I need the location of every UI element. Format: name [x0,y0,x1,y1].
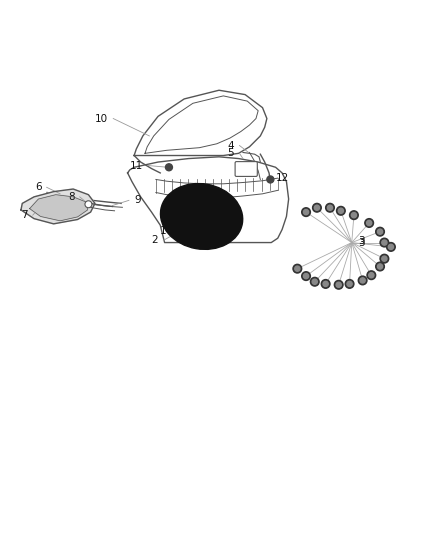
Circle shape [345,279,354,288]
Circle shape [304,209,309,215]
Circle shape [382,256,387,261]
Circle shape [336,206,345,215]
Circle shape [378,229,383,235]
Text: 3: 3 [358,238,365,247]
Text: 2: 2 [152,236,158,245]
Circle shape [321,279,330,288]
Circle shape [360,278,365,283]
Text: 9: 9 [134,196,141,205]
Circle shape [312,279,318,284]
Circle shape [336,282,341,287]
Circle shape [293,264,302,273]
Circle shape [311,277,319,286]
FancyBboxPatch shape [235,161,257,176]
Text: 7: 7 [21,210,28,220]
Circle shape [358,276,367,285]
Circle shape [376,262,385,271]
Circle shape [295,266,300,271]
Text: 12: 12 [276,173,289,183]
Circle shape [313,204,321,212]
Circle shape [314,205,320,211]
Circle shape [351,213,357,218]
Text: 4: 4 [228,141,234,150]
Text: 11: 11 [130,160,143,171]
Circle shape [350,211,358,220]
Circle shape [367,220,372,225]
Circle shape [382,240,387,245]
Text: 8: 8 [68,192,74,202]
Circle shape [323,281,328,287]
Circle shape [327,205,332,211]
Circle shape [369,272,374,278]
Text: 1: 1 [160,226,167,236]
Text: 3: 3 [358,236,365,246]
Polygon shape [21,189,95,224]
Polygon shape [30,195,88,221]
Circle shape [304,273,309,279]
Circle shape [302,272,311,280]
Circle shape [334,280,343,289]
Circle shape [166,164,173,171]
Circle shape [347,281,352,287]
Circle shape [387,243,395,251]
Circle shape [389,244,393,249]
Circle shape [365,219,374,228]
Circle shape [85,201,92,208]
Circle shape [267,176,274,183]
Ellipse shape [160,183,243,249]
Circle shape [380,238,389,247]
Circle shape [376,228,385,236]
Text: 5: 5 [228,148,234,158]
Circle shape [338,208,343,213]
Text: 10: 10 [95,114,108,124]
Circle shape [367,271,376,279]
Circle shape [380,254,389,263]
Text: 6: 6 [35,182,42,192]
Circle shape [325,204,334,212]
Circle shape [378,264,383,269]
Circle shape [302,208,311,216]
